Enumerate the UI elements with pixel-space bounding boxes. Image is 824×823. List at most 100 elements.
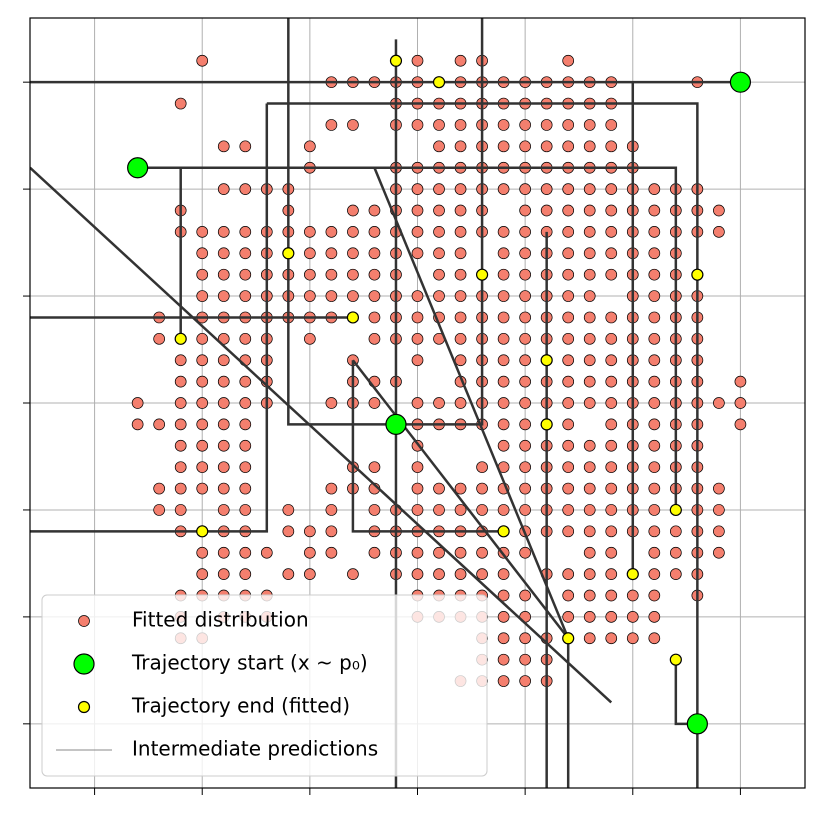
fitted-point [217, 482, 230, 495]
fitted-point [454, 183, 467, 195]
fitted-point [519, 183, 531, 195]
fitted-point [433, 568, 445, 580]
legend: Fitted distribution Trajectory start (x ~… [41, 594, 488, 777]
fitted-point [734, 418, 747, 431]
fitted-point [497, 675, 510, 687]
fitted-point [368, 546, 381, 559]
fitted-point [562, 397, 575, 409]
fitted-point [131, 397, 144, 409]
fitted-point [325, 546, 338, 559]
fitted-point [411, 290, 424, 302]
fitted-point [347, 204, 359, 217]
fitted-point [476, 461, 488, 474]
fitted-point [433, 290, 445, 302]
fitted-point [304, 546, 316, 559]
fitted-point [497, 140, 510, 153]
trajectory-line [351, 360, 504, 533]
fitted-point [476, 546, 488, 559]
fitted-point [562, 119, 575, 131]
fitted-point [540, 119, 553, 131]
fitted-point [583, 375, 596, 388]
fitted-point [713, 226, 725, 238]
trajectory-end [540, 354, 553, 367]
trajectory-end [669, 653, 682, 666]
fitted-point [325, 525, 338, 538]
fitted-point [454, 482, 467, 495]
fitted-point [304, 332, 316, 345]
fitted-point [497, 119, 510, 131]
fitted-point [196, 375, 209, 388]
fitted-point [368, 332, 381, 345]
fitted-point [239, 247, 252, 260]
fitted-point [196, 482, 209, 495]
legend-label: Fitted distribution [132, 608, 309, 632]
fitted-point [217, 290, 230, 302]
fitted-point [260, 546, 273, 559]
fitted-point [497, 247, 510, 260]
fitted-point [454, 54, 467, 67]
fitted-point [347, 247, 359, 260]
fitted-point [540, 204, 553, 217]
fitted-point [239, 482, 252, 495]
fitted-point [583, 568, 596, 580]
fitted-point [239, 461, 252, 474]
fitted-point [519, 311, 531, 324]
fitted-point [217, 247, 230, 260]
fitted-point [648, 482, 661, 495]
fitted-point [648, 183, 661, 195]
fitted-point [174, 375, 187, 388]
fitted-point [519, 354, 531, 367]
legend-box [41, 594, 488, 777]
fitted-point [325, 397, 338, 409]
fitted-point [411, 332, 424, 345]
fitted-point [476, 504, 488, 516]
fitted-point [153, 418, 166, 431]
trajectory-line [30, 166, 613, 704]
fitted-point [454, 332, 467, 345]
fitted-point [153, 332, 166, 345]
trajectory-end [562, 632, 575, 645]
trajectory-line [266, 102, 699, 788]
fitted-point [196, 268, 209, 281]
fitted-point [648, 461, 661, 474]
fitted-point [174, 461, 187, 474]
fitted-point [476, 568, 488, 580]
trajectory-end [282, 247, 295, 260]
fitted-point [562, 354, 575, 367]
fitted-point [497, 290, 510, 302]
fitted-point [648, 632, 661, 645]
fitted-point [669, 525, 682, 538]
fitted-point [217, 226, 230, 238]
fitted-point [648, 354, 661, 367]
fitted-point [325, 268, 338, 281]
fitted-point [583, 439, 596, 452]
trajectory-start [729, 71, 752, 93]
fitted-point [239, 504, 252, 516]
fitted-point [217, 397, 230, 409]
fitted-point [562, 589, 575, 602]
fitted-point [583, 504, 596, 516]
fitted-point [325, 247, 338, 260]
fitted-point [217, 504, 230, 516]
fitted-point [217, 354, 230, 367]
fitted-point [282, 568, 295, 580]
fitted-point [433, 268, 445, 281]
fitted-point [454, 268, 467, 281]
fitted-point [713, 546, 725, 559]
fitted-point [605, 204, 618, 217]
fitted-point [519, 247, 531, 260]
fitted-point [519, 375, 531, 388]
fitted-point [648, 268, 661, 281]
fitted-point [605, 568, 618, 580]
fitted-point [583, 290, 596, 302]
fitted-point [605, 461, 618, 474]
fitted-point [734, 397, 747, 409]
fitted-point [196, 461, 209, 474]
fitted-point [583, 546, 596, 559]
fitted-point [519, 290, 531, 302]
fitted-point [519, 332, 531, 345]
fitted-point [411, 546, 424, 559]
trajectory-line [373, 167, 570, 639]
fitted-point [626, 589, 639, 602]
fitted-point [411, 204, 424, 217]
